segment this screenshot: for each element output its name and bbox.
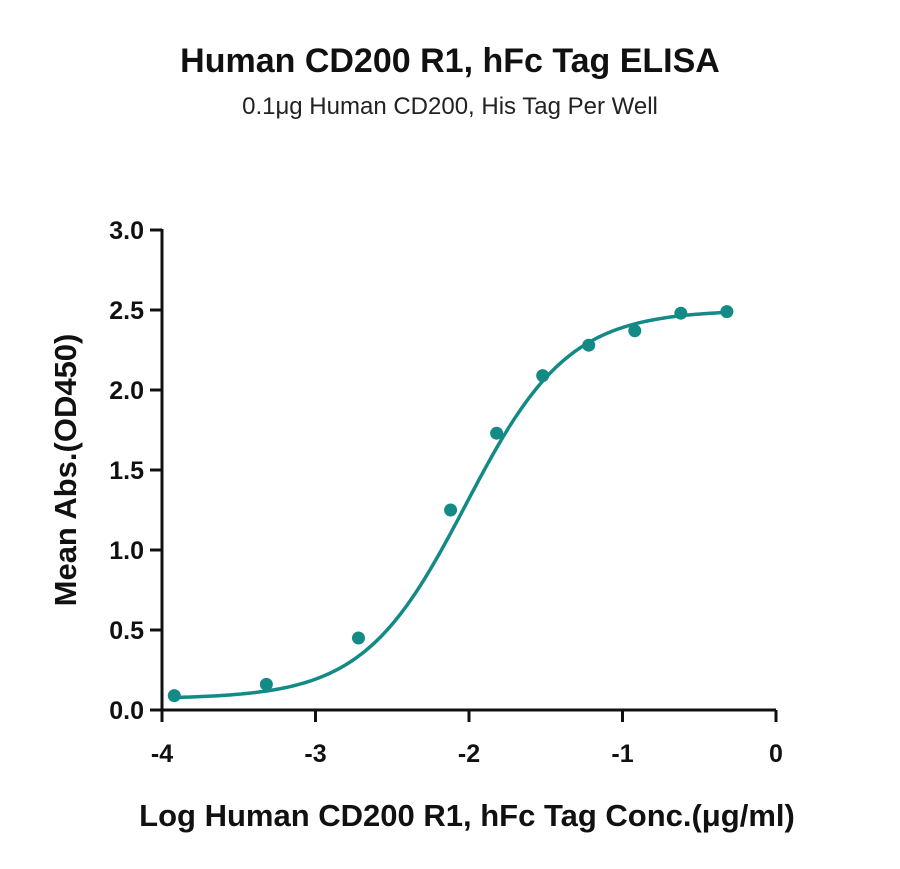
x-tick-label: -3 — [304, 740, 326, 768]
data-point — [720, 305, 734, 319]
data-point — [490, 426, 504, 440]
data-point — [259, 677, 273, 691]
y-tick-label: 2.0 — [109, 377, 144, 405]
y-tick-label: 0.0 — [109, 697, 144, 725]
data-points-layer — [167, 305, 734, 703]
fit-curve-layer — [174, 310, 727, 700]
x-tick-label: -4 — [151, 740, 173, 768]
chart-title: Human CD200 R1, hFc Tag ELISA — [180, 42, 720, 80]
y-tick-label: 0.5 — [109, 617, 144, 645]
axes: 0.0 0.5 1.0 1.5 2.0 2.5 3.0 -4 -3 -2 -1 0 — [109, 217, 783, 768]
y-tick-label: 2.5 — [109, 297, 144, 325]
fit-curve — [174, 310, 727, 700]
data-point — [582, 338, 596, 352]
y-tick-label: 1.5 — [109, 457, 144, 485]
data-point — [444, 503, 458, 517]
y-axis-label: Mean Abs.(OD450) — [48, 334, 83, 607]
data-point — [674, 306, 688, 320]
chart-subtitle: 0.1μg Human CD200, His Tag Per Well — [242, 93, 658, 120]
x-axis-label: Log Human CD200 R1, hFc Tag Conc.(μg/ml) — [139, 798, 795, 833]
y-tick-label: 3.0 — [109, 217, 144, 245]
data-point — [628, 324, 642, 338]
x-tick-label: 0 — [769, 740, 783, 768]
x-tick-label: -1 — [611, 740, 633, 768]
data-point — [167, 689, 181, 703]
x-tick-label: -2 — [458, 740, 480, 768]
data-point — [351, 631, 365, 645]
data-point — [536, 369, 550, 383]
y-tick-label: 1.0 — [109, 537, 144, 565]
